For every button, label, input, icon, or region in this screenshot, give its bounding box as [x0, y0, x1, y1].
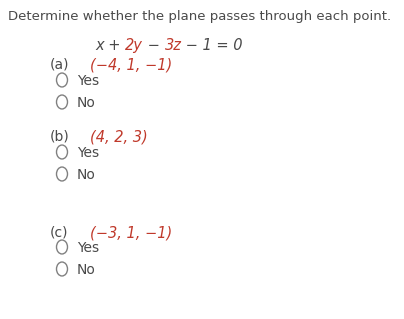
Text: No: No	[77, 168, 96, 182]
Text: (a): (a)	[50, 58, 69, 72]
Text: x +: x +	[95, 38, 125, 53]
Text: − 1 = 0: − 1 = 0	[181, 38, 243, 53]
Text: Yes: Yes	[77, 146, 99, 160]
Text: Yes: Yes	[77, 241, 99, 255]
Text: 2y: 2y	[125, 38, 143, 53]
Text: Determine whether the plane passes through each point.: Determine whether the plane passes throu…	[8, 10, 391, 23]
Text: 3z: 3z	[164, 38, 181, 53]
Text: No: No	[77, 96, 96, 110]
Text: (4, 2, 3): (4, 2, 3)	[90, 130, 148, 145]
Text: Yes: Yes	[77, 74, 99, 88]
Text: −: −	[143, 38, 164, 53]
Text: No: No	[77, 263, 96, 277]
Text: (−4, 1, −1): (−4, 1, −1)	[90, 58, 172, 73]
Text: (b): (b)	[50, 130, 70, 144]
Text: (c): (c)	[50, 225, 69, 239]
Text: (−3, 1, −1): (−3, 1, −1)	[90, 225, 172, 240]
